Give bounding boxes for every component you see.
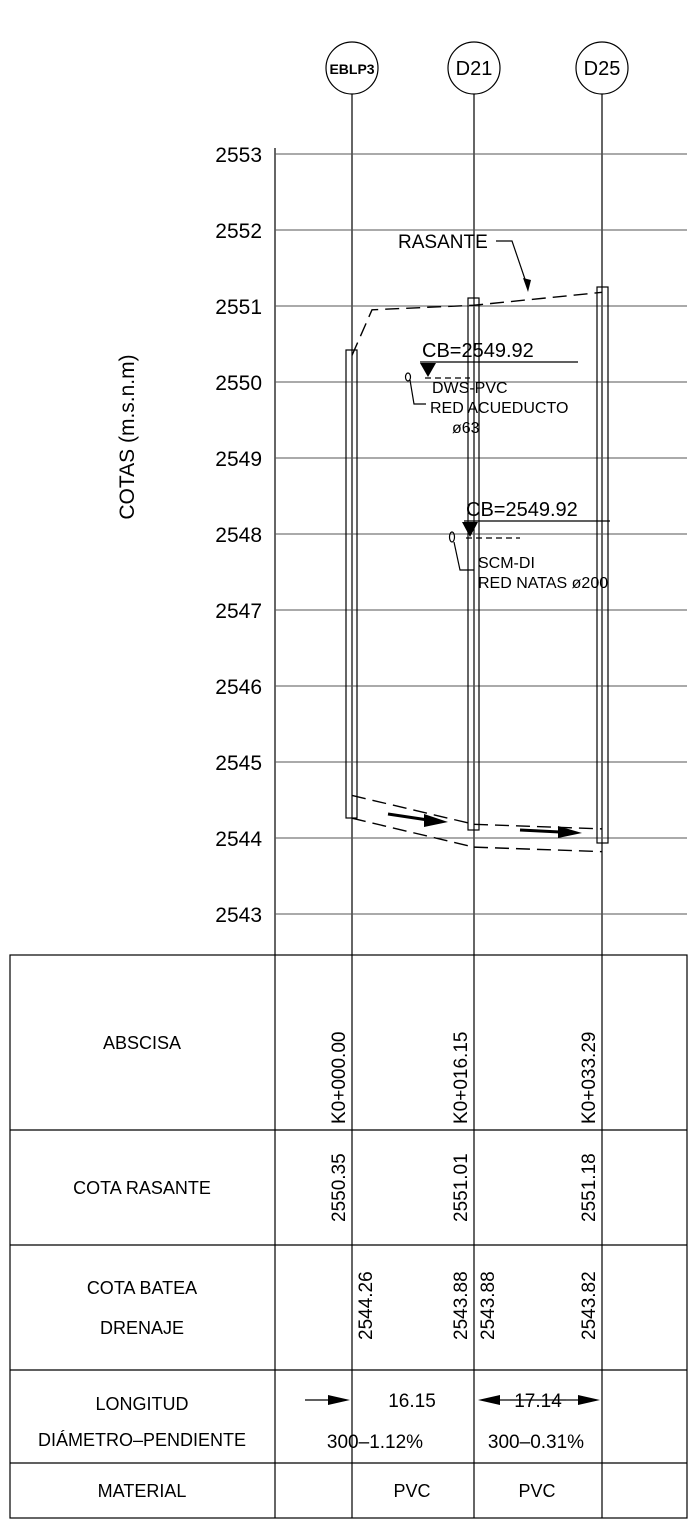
y-axis-title: COTAS (m.s.n.m) [116, 354, 139, 519]
abscisa-value: K0+000.00 [329, 1032, 350, 1124]
cota-batea-value: 2544.26 [356, 1271, 377, 1340]
row-label-material: MATERIAL [98, 1481, 187, 1501]
pipe-crown-line [351, 794, 603, 830]
material-value: PVC [393, 1481, 430, 1501]
flow-arrows [387, 812, 582, 838]
segment-diameter-slope: 300–1.12% [327, 1432, 423, 1453]
abscisa-value: K0+016.15 [451, 1032, 472, 1124]
rasante-leader [496, 240, 529, 289]
y-tick-label: 2548 [215, 524, 262, 547]
elevation-grid [274, 148, 687, 955]
length-arrow [328, 1395, 350, 1405]
row-label-longitud-1: LONGITUD [95, 1394, 188, 1414]
crossing1-cb: CB=2549.92 [422, 340, 534, 362]
cota-rasante-value: 2551.01 [451, 1153, 472, 1222]
table-border [9, 954, 688, 1519]
y-tick-label: 2550 [215, 372, 262, 395]
cota-batea-value: 2543.82 [579, 1271, 600, 1340]
y-tick-label: 2549 [215, 448, 262, 471]
flow-arrow [387, 812, 429, 822]
material-value: PVC [518, 1481, 555, 1501]
length-arrow [478, 1395, 500, 1405]
manhole-wall-eblp3 [345, 349, 358, 819]
flow-arrow [519, 828, 561, 834]
cota-rasante-value: 2550.35 [329, 1153, 350, 1222]
manhole-label-d25: D25 [584, 58, 621, 80]
cota-batea-value: 2543.88 [478, 1271, 499, 1340]
length-arrow [578, 1395, 600, 1405]
crossing-annotation-2: CB=2549.92 SCM-DI RED NATAS ø200 [448, 499, 610, 592]
crossing2-marker [462, 522, 478, 537]
profile-lines [351, 291, 603, 853]
row-label-cota-batea-2: DRENAJE [100, 1318, 184, 1338]
y-tick-label: 2553 [215, 144, 262, 167]
cota-rasante-value: 2551.18 [579, 1153, 600, 1222]
y-tick-label: 2544 [215, 828, 262, 851]
flow-arrow-head [424, 814, 448, 827]
manhole-header: EBLP3 D21 D25 [325, 41, 629, 95]
rasante-line [351, 291, 603, 356]
manhole-label-d21: D21 [456, 58, 493, 80]
crossing2-line1: SCM-DI [478, 555, 535, 572]
crossing1-line3: ø63 [452, 420, 480, 437]
profile-table: ABSCISA COTA RASANTE COTA BATEA DRENAJE … [9, 954, 688, 1519]
y-tick-label: 2551 [215, 296, 262, 319]
rasante-annotation: RASANTE [398, 232, 531, 292]
elevation-tick-labels: 2553 2552 2551 2550 2549 2548 2547 2546 … [215, 144, 262, 927]
manhole-wall-d21 [467, 297, 480, 831]
row-label-cota-rasante: COTA RASANTE [73, 1178, 211, 1198]
y-tick-label: 2552 [215, 220, 262, 243]
pipe-invert-line [351, 817, 603, 853]
y-tick-label: 2546 [215, 676, 262, 699]
y-tick-label: 2545 [215, 752, 262, 775]
abscisa-value: K0+033.29 [579, 1032, 600, 1124]
manhole-label-eblp3: EBLP3 [329, 61, 374, 77]
row-label-longitud-2: DIÁMETRO–PENDIENTE [38, 1430, 246, 1450]
station-lines [351, 94, 603, 1518]
crossing1-line2: RED ACUEDUCTO [430, 400, 568, 417]
crossing1-marker [420, 363, 436, 377]
y-tick-label: 2547 [215, 600, 262, 623]
flow-arrow-head [558, 826, 582, 838]
segment-length: 17.14 [514, 1391, 562, 1412]
manhole-wall-d25 [596, 286, 609, 844]
y-tick-label: 2543 [215, 904, 262, 927]
row-label-abscisa: ABSCISA [103, 1033, 181, 1053]
cota-batea-value: 2543.88 [451, 1271, 472, 1340]
crossing-annotation-1: CB=2549.92 DWS-PVC RED ACUEDUCTO ø63 [404, 340, 578, 437]
crossing2-line2: RED NATAS ø200 [478, 575, 608, 592]
rasante-label: RASANTE [398, 232, 488, 253]
segment-length: 16.15 [388, 1391, 436, 1412]
row-label-cota-batea-1: COTA BATEA [87, 1278, 197, 1298]
segment-diameter-slope: 300–0.31% [488, 1432, 584, 1453]
crossing1-line1: DWS-PVC [432, 380, 508, 397]
manhole-walls [345, 286, 609, 844]
crossing2-cb: CB=2549.92 [466, 499, 578, 521]
